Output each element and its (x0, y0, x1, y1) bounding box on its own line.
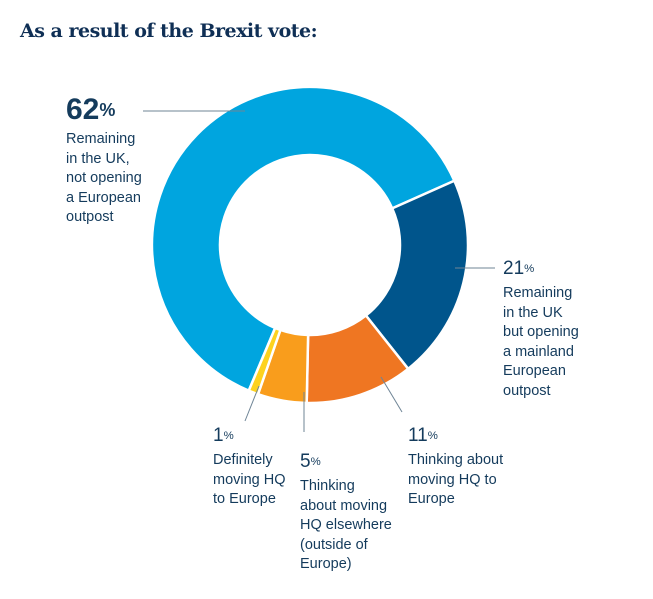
leader-line-4 (244, 385, 260, 422)
slice-description: Thinking about moving HQ elsewhere (outs… (300, 478, 392, 572)
donut-slice-0 (150, 85, 456, 393)
slice-description: Thinking about moving HQ to Europe (408, 452, 504, 507)
donut-slice-4 (247, 326, 282, 396)
pct-label: 11% (408, 425, 438, 446)
slice-description: Remaining in the UK but opening a mainla… (503, 285, 579, 399)
slice-label-3: 5% Thinking about moving HQ elsewhere (o… (300, 451, 392, 575)
slice-description: Definitely moving HQ to Europe (213, 452, 286, 507)
slice-label-2: 11% Thinking about moving HQ to Europe (408, 425, 503, 510)
pct-label: 62% (66, 93, 116, 126)
leader-line-2 (380, 376, 403, 413)
slice-label-1: 21% Remaining in the UK but opening a ma… (503, 258, 579, 401)
pct-label: 1% (213, 425, 234, 446)
slice-description: Remaining in the UK, not opening a Europ… (66, 131, 142, 225)
pct-label: 5% (300, 451, 321, 472)
chart-title: As a result of the Brexit vote: (20, 20, 318, 42)
slice-label-0: 62% Remaining in the UK, not opening a E… (66, 94, 142, 228)
pct-label: 21% (503, 258, 535, 279)
slice-label-4: 1% Definitely moving HQ to Europe (213, 425, 286, 510)
